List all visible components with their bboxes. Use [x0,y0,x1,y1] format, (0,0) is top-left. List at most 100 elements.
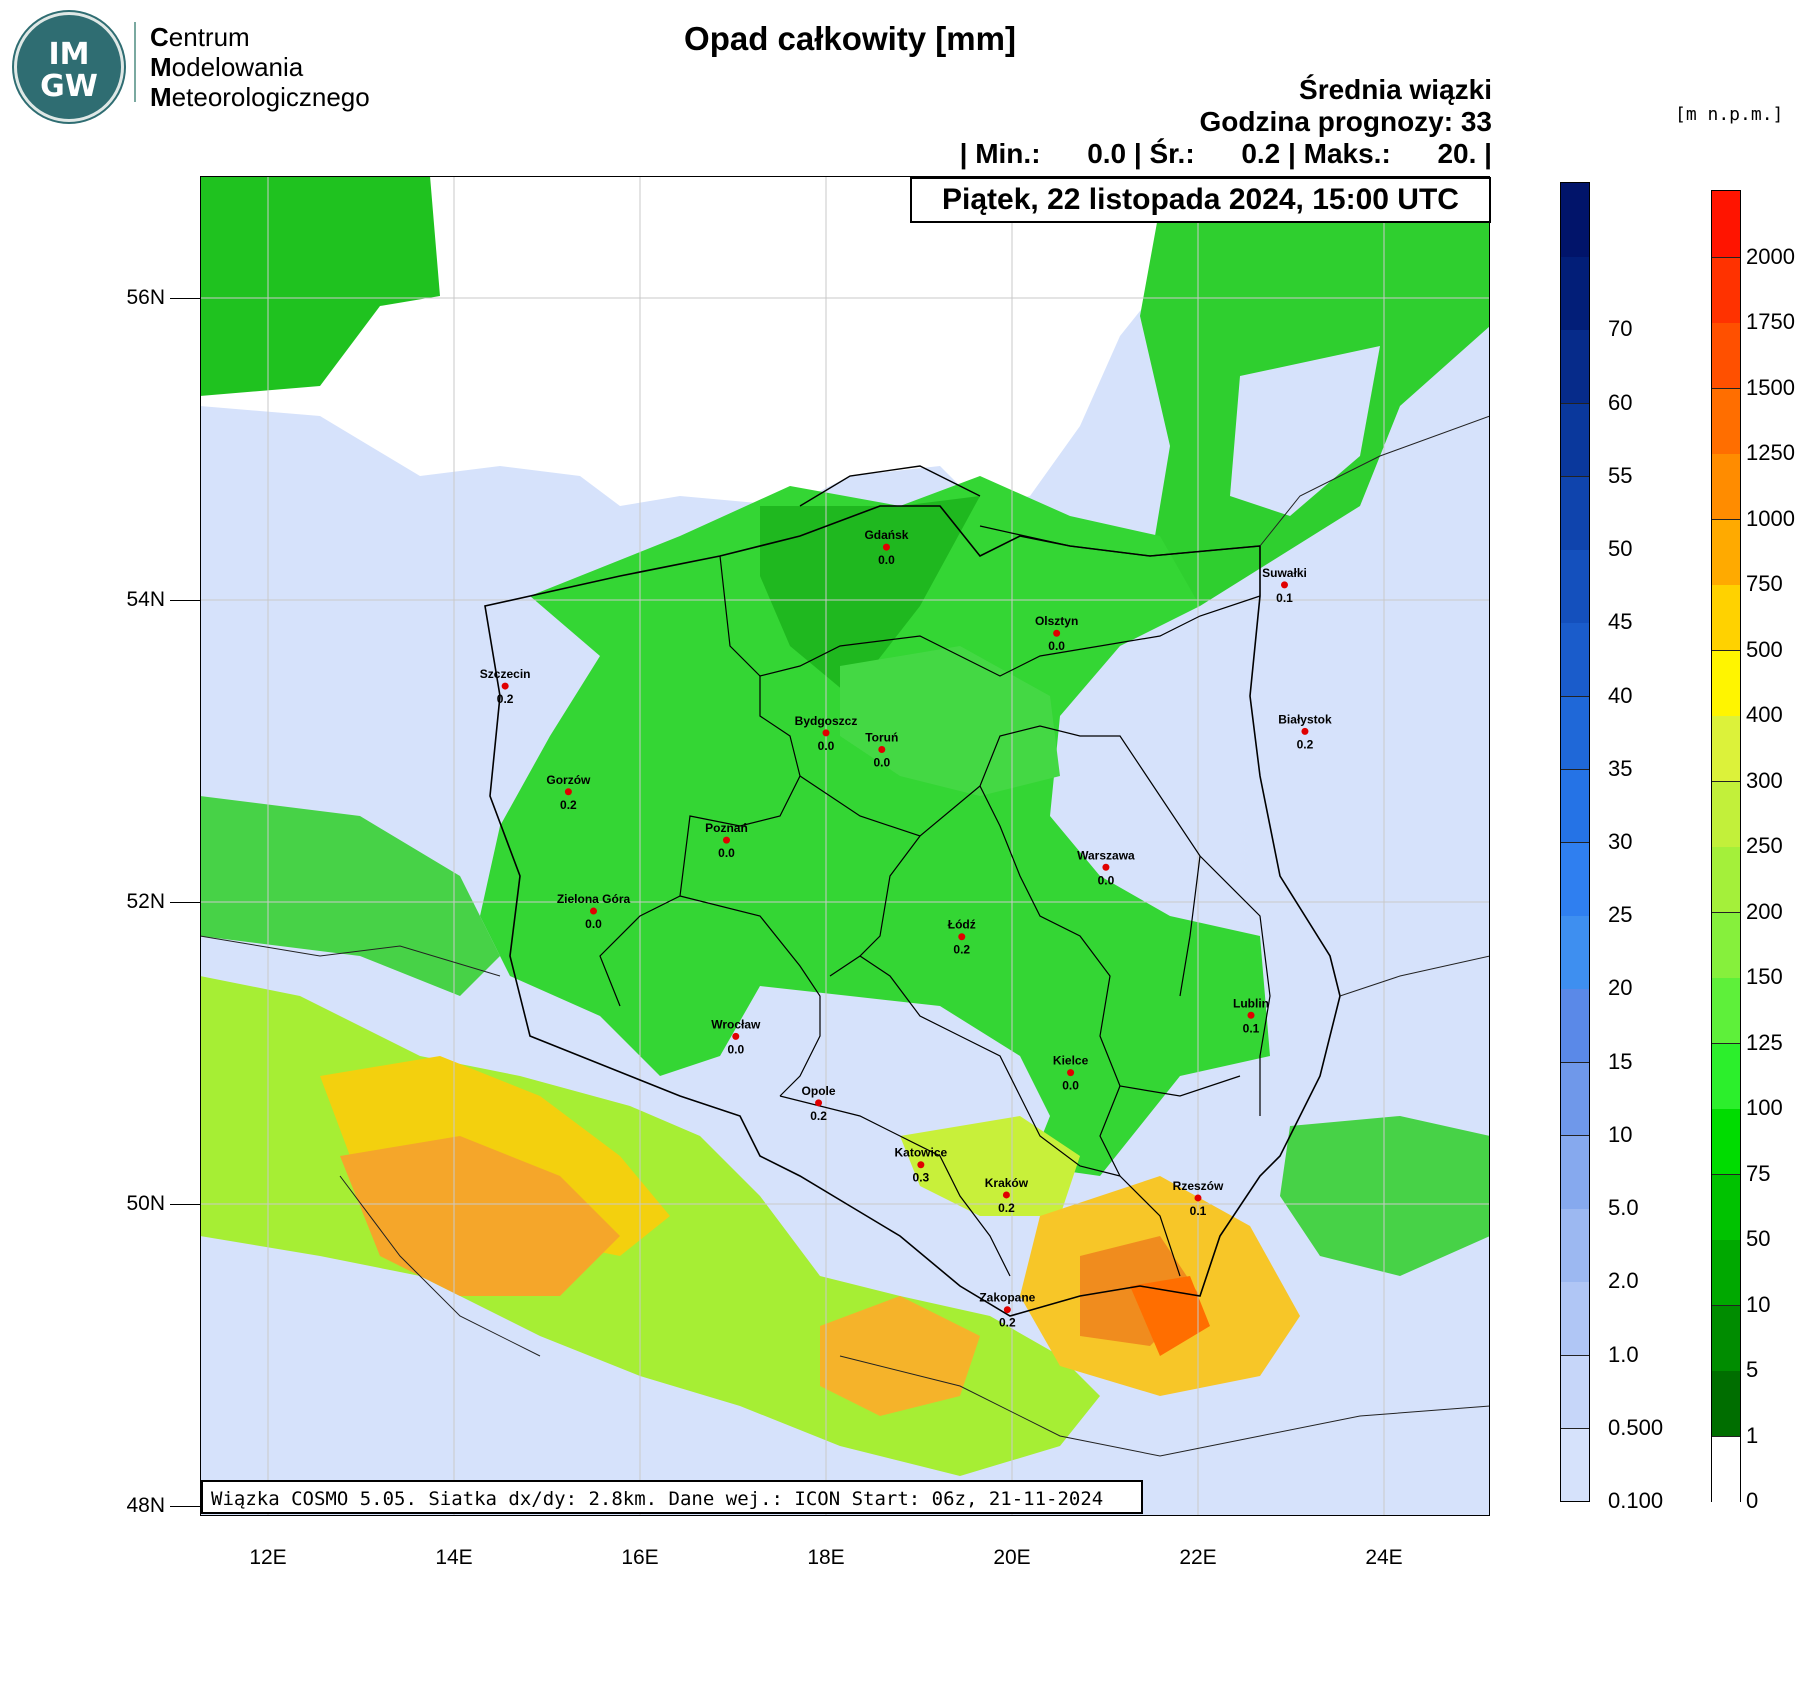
city-marker [882,543,890,551]
precip-colorbar-label: 25 [1608,902,1633,928]
terrain-colorbar-label: 1500 [1746,374,1795,400]
city-name: Toruń [865,730,898,744]
lat-label-48n: 48N [126,1494,165,1517]
gdansk-bay-coast [799,465,981,507]
terrain-colorbar-swatch [1712,1370,1740,1436]
city-precip-value: 0.0 [1048,639,1065,653]
terrain-colorbar-swatch [1712,1435,1740,1502]
precip-colorbar-swatch [1561,622,1589,697]
terrain-colorbar-swatch [1712,1173,1740,1240]
terrain-colorbar-swatch [1712,1239,1740,1305]
city-name: Gorzów [546,773,591,787]
city-name: Białystok [1278,712,1332,726]
city-precip-value: 0.0 [1062,1079,1079,1093]
city-marker [732,1032,740,1040]
city-precip-value: 0.3 [913,1171,930,1185]
terrain-colorbar-swatch [1712,322,1740,388]
precip-colorbar-label: 15 [1608,1048,1633,1074]
terrain-colorbar-label: 75 [1746,1160,1771,1186]
terrain-colorbar-swatch [1712,1042,1740,1109]
terrain-colorbar-swatch [1712,715,1740,781]
city-precip-value: 0.2 [1297,737,1314,751]
terrain-ukraine-west [1280,1116,1490,1276]
precip-colorbar-label: 60 [1608,389,1633,415]
city-precip-value: 0.0 [878,553,895,567]
precip-colorbar-swatch [1561,1427,1589,1502]
lon-label-14e: 14E [435,1546,473,1569]
city-precip-value: 0.2 [998,1201,1015,1215]
info-forecast-hour: Godzina prognozy: 33 [1199,106,1492,137]
terrain-colorbar-label: 1250 [1746,440,1795,465]
city-precip-value: 0.2 [560,798,577,812]
city-marker [822,729,830,737]
terrain-colorbar-label: 1000 [1746,505,1795,531]
terrain-jura [900,1116,1080,1216]
terrain-colorbar-swatch [1712,453,1740,519]
imgw-logo-icon: IM GW [14,12,124,122]
precip-colorbar-label: 55 [1608,462,1633,488]
city-precip-value: 0.0 [1098,873,1115,887]
city-marker [815,1099,823,1107]
lat-tick-52n [170,902,200,903]
kaliningrad-border [979,525,1261,557]
info-stats: | Min.: 0.0 | Śr.: 0.2 | Maks.: 20. | [959,138,1492,169]
city-precip-value: 0.0 [718,846,735,860]
precip-colorbar-swatch [1561,695,1589,770]
city-precip-value: 0.1 [1243,1021,1260,1035]
city-marker [958,933,966,941]
city-name: Katowice [895,1146,948,1160]
terrain-colorbar-label: 5 [1746,1357,1759,1382]
precip-colorbar-swatch [1561,1354,1589,1429]
terrain-colorbar-label: 500 [1746,636,1783,662]
precip-colorbar-label: 40 [1608,682,1633,708]
map-frame [200,176,1490,1516]
info-ensemble: Średnia wiązki [1299,74,1492,105]
terrain-colorbar-label: 50 [1746,1226,1771,1251]
city-name: Szczecin [480,667,531,681]
lon-label-16e: 16E [621,1546,659,1569]
precip-colorbar-swatch [1561,1134,1589,1209]
city-marker [1247,1011,1255,1019]
city-name: Warszawa [1077,848,1135,862]
terrain-colorbar-swatch [1712,518,1740,585]
precip-colorbar-swatch [1561,256,1589,330]
logo-line-3: Meteorologicznego [150,82,370,112]
lon-label-18e: 18E [807,1546,845,1569]
lat-tick-56n [170,298,200,299]
precip-colorbar-label: 2.0 [1608,1268,1639,1294]
lat-label-56n: 56N [126,286,165,309]
city-marker [564,788,572,796]
precip-baltics [1230,346,1380,516]
city-precip-value: 0.2 [497,692,514,706]
city-marker [722,836,730,844]
city-name: Kraków [985,1176,1029,1190]
lon-label-20e: 20E [993,1546,1031,1569]
precip-colorbar-label: 45 [1608,609,1633,635]
city-precip-value: 0.0 [585,917,602,931]
city-marker [1280,581,1288,589]
terrain-tatra-peaks [1130,1276,1210,1356]
logo-badge-bottom: GW [40,69,98,104]
terrain-colorbar-label: 1750 [1746,309,1795,334]
terrain-unit-label: [m n.p.m.] [1675,104,1784,125]
terrain-colorbar-swatch [1712,780,1740,847]
model-info-footer: Wiązka COSMO 5.05. Siatka dx/dy: 2.8km. … [201,1480,1143,1514]
precip-colorbar-label: 70 [1608,316,1633,342]
logo-badge-top: IM [48,37,90,72]
city-marker [1002,1191,1010,1199]
lon-label-24e: 24E [1365,1546,1403,1569]
terrain-colorbar-swatch [1712,1304,1740,1371]
terrain-colorbar-label: 200 [1746,898,1783,924]
terrain-bohemia [340,1136,620,1296]
terrain-colorbar-swatch [1712,911,1740,978]
city-marker [501,682,509,690]
city-marker [1067,1069,1075,1077]
city-precip-value: 0.2 [953,943,970,957]
precip-colorbar-swatch [1561,549,1589,623]
terrain-colorbar-label: 0 [1746,1488,1759,1513]
terrain-colorbar-label: 10 [1746,1291,1771,1317]
precip-colorbar-swatch [1561,1281,1589,1356]
lon-label-22e: 22E [1179,1546,1217,1569]
terrain-colorbar-label: 2000 [1746,243,1795,269]
precip-colorbar-swatch [1561,842,1589,916]
